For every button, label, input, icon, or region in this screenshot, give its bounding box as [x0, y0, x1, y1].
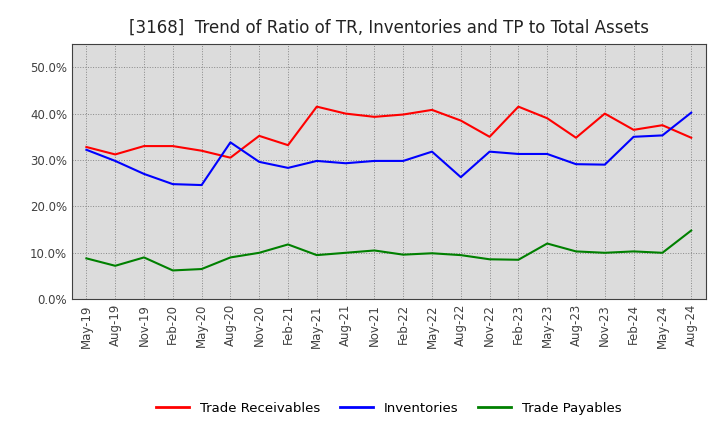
Inventories: [168, 181, 177, 187]
Inventories: [687, 110, 696, 115]
Trade Payables: [341, 250, 350, 256]
Trade Payables: [168, 268, 177, 273]
Inventories: [572, 161, 580, 167]
Inventories: [312, 158, 321, 164]
Trade Payables: [600, 250, 609, 256]
Trade Receivables: [197, 148, 206, 154]
Trade Receivables: [629, 127, 638, 132]
Trade Receivables: [600, 111, 609, 116]
Trade Payables: [197, 266, 206, 271]
Trade Receivables: [456, 118, 465, 123]
Trade Payables: [312, 253, 321, 258]
Inventories: [197, 183, 206, 188]
Trade Payables: [658, 250, 667, 256]
Trade Payables: [687, 228, 696, 233]
Inventories: [341, 161, 350, 166]
Inventories: [284, 165, 292, 171]
Trade Receivables: [514, 104, 523, 109]
Trade Receivables: [312, 104, 321, 109]
Inventories: [226, 140, 235, 145]
Inventories: [658, 133, 667, 138]
Trade Payables: [514, 257, 523, 262]
Inventories: [370, 158, 379, 164]
Inventories: [111, 158, 120, 164]
Trade Receivables: [485, 134, 494, 139]
Inventories: [140, 171, 148, 176]
Inventories: [600, 162, 609, 167]
Trade Payables: [543, 241, 552, 246]
Trade Receivables: [140, 143, 148, 149]
Trade Receivables: [687, 135, 696, 140]
Trade Payables: [226, 255, 235, 260]
Inventories: [485, 149, 494, 154]
Trade Receivables: [428, 107, 436, 113]
Trade Receivables: [226, 155, 235, 160]
Trade Payables: [456, 253, 465, 258]
Trade Payables: [82, 256, 91, 261]
Trade Payables: [370, 248, 379, 253]
Line: Trade Receivables: Trade Receivables: [86, 106, 691, 158]
Trade Receivables: [658, 123, 667, 128]
Trade Payables: [255, 250, 264, 256]
Trade Payables: [629, 249, 638, 254]
Inventories: [255, 159, 264, 165]
Trade Payables: [284, 242, 292, 247]
Trade Payables: [485, 257, 494, 262]
Trade Receivables: [543, 116, 552, 121]
Trade Receivables: [341, 111, 350, 116]
Trade Payables: [140, 255, 148, 260]
Inventories: [428, 149, 436, 154]
Inventories: [399, 158, 408, 164]
Title: [3168]  Trend of Ratio of TR, Inventories and TP to Total Assets: [3168] Trend of Ratio of TR, Inventories…: [129, 19, 649, 37]
Trade Receivables: [399, 112, 408, 117]
Line: Inventories: Inventories: [86, 113, 691, 185]
Trade Receivables: [284, 143, 292, 148]
Trade Receivables: [168, 143, 177, 149]
Trade Payables: [428, 251, 436, 256]
Legend: Trade Receivables, Inventories, Trade Payables: Trade Receivables, Inventories, Trade Pa…: [151, 396, 626, 420]
Inventories: [543, 151, 552, 157]
Trade Receivables: [255, 133, 264, 139]
Trade Receivables: [572, 135, 580, 140]
Trade Payables: [572, 249, 580, 254]
Trade Receivables: [111, 152, 120, 157]
Trade Receivables: [82, 144, 91, 150]
Trade Payables: [111, 263, 120, 268]
Inventories: [456, 175, 465, 180]
Trade Receivables: [370, 114, 379, 120]
Inventories: [82, 147, 91, 152]
Line: Trade Payables: Trade Payables: [86, 231, 691, 271]
Trade Payables: [399, 252, 408, 257]
Inventories: [629, 134, 638, 139]
Inventories: [514, 151, 523, 157]
